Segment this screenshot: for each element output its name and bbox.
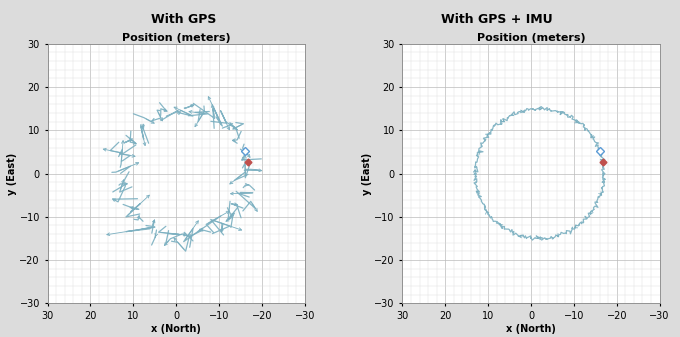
Text: With GPS + IMU: With GPS + IMU	[441, 13, 552, 27]
Y-axis label: y (East): y (East)	[7, 152, 17, 195]
X-axis label: x (North): x (North)	[151, 324, 201, 334]
Y-axis label: y (East): y (East)	[362, 152, 371, 195]
Title: Position (meters): Position (meters)	[477, 33, 585, 43]
Title: Position (meters): Position (meters)	[122, 33, 231, 43]
X-axis label: x (North): x (North)	[506, 324, 556, 334]
Text: With GPS: With GPS	[151, 13, 216, 27]
